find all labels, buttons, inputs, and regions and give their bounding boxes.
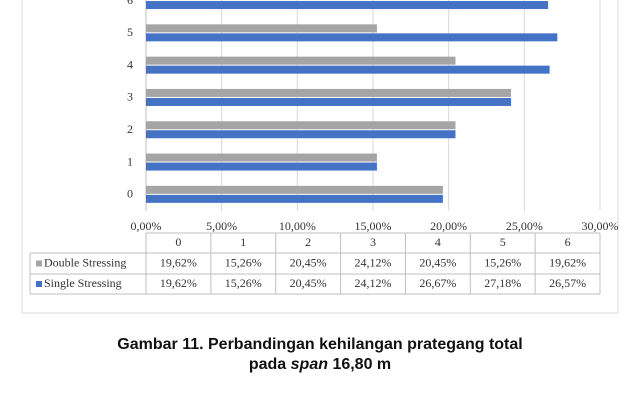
chart-frame xyxy=(21,0,619,314)
x-tick-label: 15,00% xyxy=(355,219,392,233)
table-value: 20,45% xyxy=(419,255,456,269)
bar xyxy=(146,194,443,203)
legend-swatch xyxy=(36,281,42,287)
table-header: 4 xyxy=(435,235,441,249)
table-header: 5 xyxy=(500,235,506,249)
table-value: 24,12% xyxy=(355,255,392,269)
chart: 0,00% 5,00% 10,00% 15,00% 20,00% 25,00% 30,00%… xyxy=(21,0,619,314)
bar xyxy=(146,162,377,171)
bar xyxy=(146,24,377,33)
bar xyxy=(146,97,512,106)
table-header: 0 xyxy=(175,235,181,249)
caption-suffix: 16,80 m xyxy=(332,356,392,373)
x-tick-label: 30,00% xyxy=(582,219,619,233)
table-value: 19,62% xyxy=(160,255,197,269)
y-tick-label: 5 xyxy=(127,25,133,39)
y-tick-label: 1 xyxy=(127,154,133,168)
caption-italic: span xyxy=(290,356,328,373)
table-header: 1 xyxy=(240,235,246,249)
bar xyxy=(146,88,512,97)
table-header: 3 xyxy=(370,235,376,249)
y-tick-label: 4 xyxy=(127,57,133,71)
legend-swatch xyxy=(36,260,42,267)
x-tick-label: 25,00% xyxy=(506,219,543,233)
bar xyxy=(146,33,558,42)
table-value: 24,12% xyxy=(355,276,392,290)
legend-label: Double Stressing xyxy=(44,255,126,269)
y-tick-label: 0 xyxy=(127,187,133,201)
table-value: 27,18% xyxy=(484,276,521,290)
table-value: 19,62% xyxy=(549,255,586,269)
caption-prefix: pada xyxy=(248,356,287,373)
table-value: 26,57% xyxy=(549,276,586,290)
bar xyxy=(146,1,549,10)
x-tick-label: 20,00% xyxy=(430,219,467,233)
caption-line2: pada span 16,80 m xyxy=(0,356,640,374)
y-tick-label: 3 xyxy=(127,90,133,104)
table-value: 15,26% xyxy=(225,276,262,290)
bar xyxy=(146,65,550,74)
table-value: 15,26% xyxy=(225,255,262,269)
bar xyxy=(146,153,377,162)
caption-line1: Gambar 11. Perbandingan kehilangan prate… xyxy=(117,336,523,353)
table-value: 26,67% xyxy=(419,276,456,290)
table-value: 20,45% xyxy=(290,255,327,269)
legend-label: Single Stressing xyxy=(44,276,122,290)
table-value: 19,62% xyxy=(160,276,197,290)
bar xyxy=(146,56,456,65)
x-tick-label: 0,00% xyxy=(131,219,162,233)
x-tick-label: 10,00% xyxy=(279,219,316,233)
bar xyxy=(146,185,443,194)
y-tick-label: 2 xyxy=(127,122,133,136)
table-header: 2 xyxy=(305,235,311,249)
bar xyxy=(146,130,456,139)
y-tick-label: 6 xyxy=(127,0,133,7)
table-value: 15,26% xyxy=(484,255,521,269)
bar xyxy=(146,121,456,130)
table-value: 20,45% xyxy=(290,276,327,290)
x-tick-label: 5,00% xyxy=(206,219,237,233)
table-header: 6 xyxy=(565,235,571,249)
